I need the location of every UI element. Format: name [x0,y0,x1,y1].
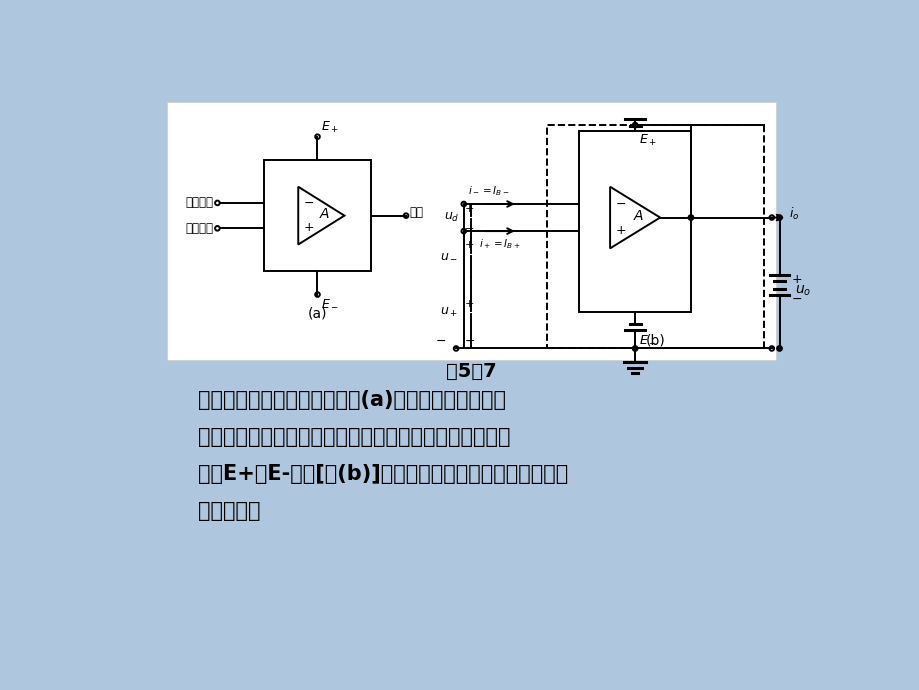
Text: $-$: $-$ [464,334,475,347]
Circle shape [687,215,693,220]
Text: $+$: $+$ [463,298,474,309]
Text: $E_+$: $E_+$ [639,133,656,148]
Text: 反相输入: 反相输入 [186,197,213,210]
Text: $+$: $+$ [790,273,801,286]
Text: 部接地端。: 部接地端。 [198,501,260,521]
Text: $-$: $-$ [435,334,446,347]
Text: $-$: $-$ [302,196,313,208]
Circle shape [776,215,781,220]
Circle shape [631,122,637,128]
Text: $E_+$: $E_+$ [321,120,339,135]
Text: A: A [319,207,329,221]
Text: $u_-$: $u_-$ [439,248,457,261]
Text: 运放器件的电气图形符号如图(a)所示。运放在正常工: 运放器件的电气图形符号如图(a)所示。运放在正常工 [198,390,505,410]
Text: $u_+$: $u_+$ [439,306,457,319]
Text: $+$: $+$ [302,221,313,234]
Text: 图5－7: 图5－7 [446,362,496,381]
Text: $E_-$: $E_-$ [321,296,339,309]
Text: A: A [633,209,642,223]
Text: $E_-$: $E_-$ [639,332,656,344]
Text: $-$: $-$ [614,197,625,210]
Text: $i_+=I_{B+}$: $i_+=I_{B+}$ [479,237,520,251]
Text: $-$: $-$ [790,292,801,305]
Bar [167,102,775,360]
Text: 源端E+和E-相连[图(b)]。两个电源的公共端构成运放的外: 源端E+和E-相连[图(b)]。两个电源的公共端构成运放的外 [198,464,568,484]
Text: $+$: $+$ [463,203,474,214]
Circle shape [631,346,637,351]
Text: $i_o$: $i_o$ [788,206,799,221]
Text: 作时，需将一个直流正电源和一个直流负电源与运放的电: 作时，需将一个直流正电源和一个直流负电源与运放的电 [198,427,510,447]
Text: 同相输入: 同相输入 [186,221,213,235]
Bar [547,125,764,348]
Text: (a): (a) [308,307,327,321]
Circle shape [776,346,781,351]
Text: $-$: $-$ [463,221,473,232]
Bar [264,160,371,271]
Text: $u_o$: $u_o$ [794,284,811,298]
Text: $+$: $+$ [614,224,625,237]
Text: 输出: 输出 [410,206,424,219]
Text: $u_d$: $u_d$ [444,211,460,224]
Bar [579,130,690,313]
Text: (b): (b) [645,334,664,348]
Text: $i_-=I_{B-}$: $i_-=I_{B-}$ [467,184,509,198]
Text: $+$: $+$ [463,239,474,250]
